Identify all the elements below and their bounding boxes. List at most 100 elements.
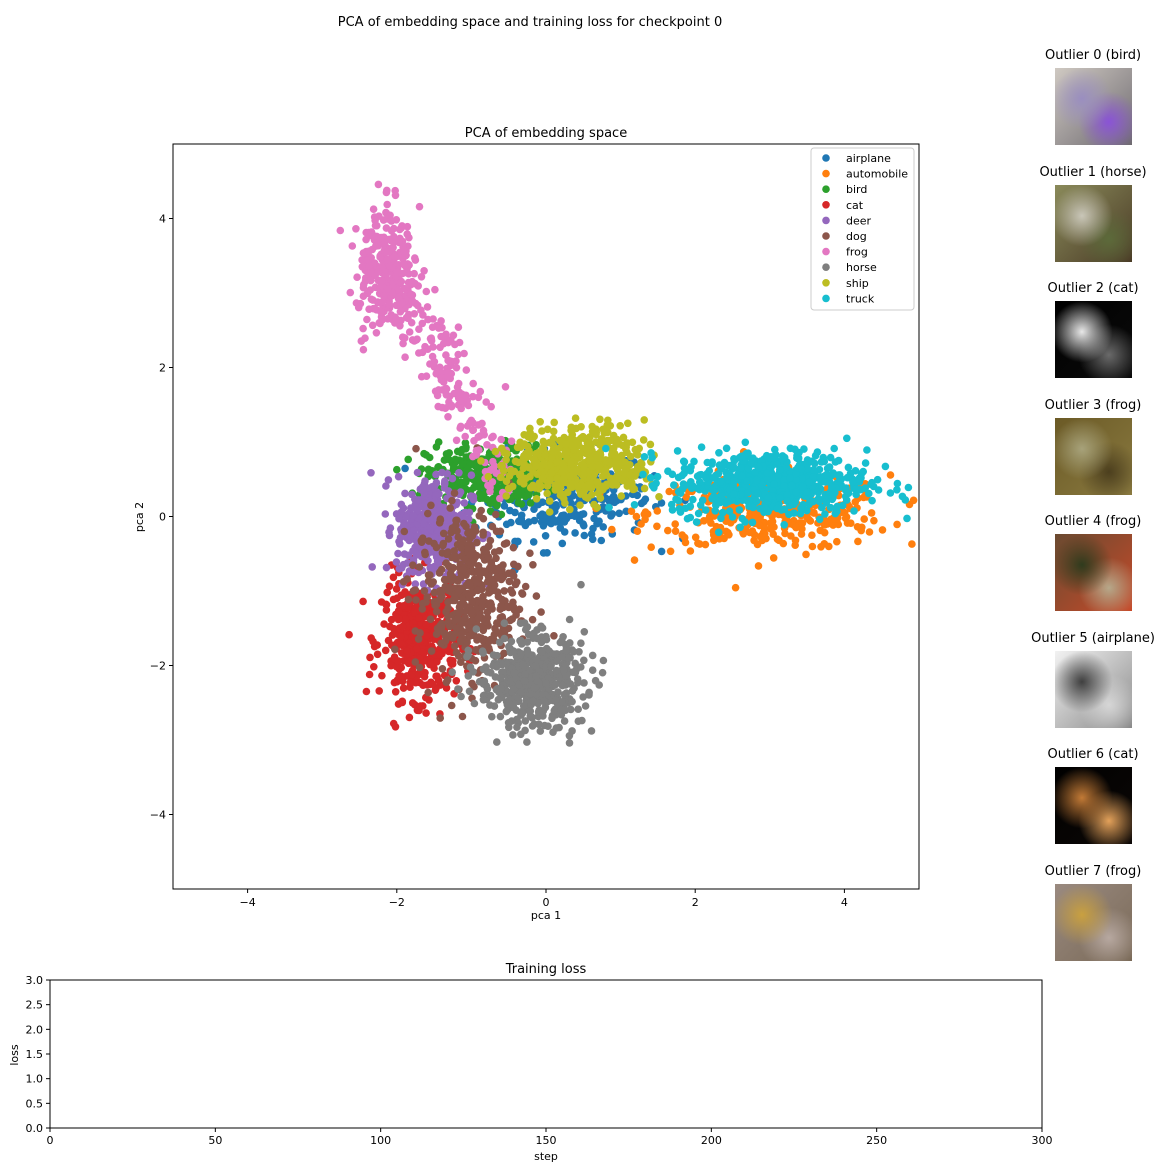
point-horse [558,698,566,706]
point-airplane [579,510,588,518]
point-dog [421,548,429,557]
legend-marker [822,216,830,225]
point-horse [515,680,523,689]
point-truck [790,509,798,517]
point-automobile [854,537,862,546]
point-frog [434,324,443,332]
outlier-thumbnail [1055,417,1132,495]
point-ship [497,473,505,482]
point-truck [802,488,811,497]
point-airplane [529,538,538,546]
point-automobile [825,542,833,551]
point-automobile [810,508,818,517]
point-dog [427,580,436,588]
point-dog [427,647,436,655]
point-automobile [755,521,764,530]
point-automobile [641,508,650,516]
point-horse [540,697,548,705]
point-horse [568,697,576,706]
point-dog [457,573,465,582]
point-cat [399,684,408,692]
point-frog [396,225,404,234]
point-frog [365,247,373,255]
point-frog [455,338,464,347]
x-tick-label: −4 [239,896,255,909]
legend-item-airplane: airplane [822,152,891,165]
point-automobile [725,531,733,539]
point-truck [697,443,706,452]
point-ship [639,436,648,444]
point-dog [415,663,424,672]
point-dog [518,589,526,597]
point-truck [773,460,781,469]
point-dog [457,544,465,552]
point-airplane [571,529,579,537]
point-frog [405,328,414,336]
point-ship [576,501,584,510]
point-airplane [507,518,515,527]
point-dog [472,646,480,654]
point-ship [516,471,524,480]
point-frog [358,256,366,264]
point-dog [529,561,537,569]
point-dog [431,601,439,609]
point-cat [382,600,390,609]
point-bird [532,441,540,449]
point-ship [612,481,621,489]
point-horse [448,668,457,676]
point-automobile [653,522,661,531]
point-frog [476,387,485,396]
point-frog [427,334,436,343]
point-frog [374,241,383,250]
point-truck [770,454,778,462]
point-frog [393,285,402,294]
point-truck [741,518,749,526]
point-dog [452,624,461,632]
point-frog [454,350,463,359]
point-horse [457,692,465,701]
point-frog [383,200,392,209]
point-dog [411,586,420,594]
point-ship [543,489,551,498]
point-automobile [671,527,680,535]
x-tick-label: 0 [543,896,550,909]
point-horse [532,672,541,680]
point-bird [462,478,470,486]
point-truck [809,466,818,474]
point-airplane [517,511,526,520]
point-bird [458,460,467,468]
point-truck [737,452,746,461]
point-dog [478,603,486,611]
point-ship [553,458,561,466]
point-deer [413,520,422,528]
point-dog [468,597,477,605]
point-ship [571,414,580,423]
point-deer [413,468,422,477]
point-ship [561,499,569,507]
point-horse [579,693,587,701]
point-automobile [865,528,874,536]
point-deer [405,567,414,575]
point-horse [533,634,541,643]
point-truck [764,494,773,502]
point-ship [655,493,663,501]
point-frog [391,191,400,200]
point-ship [586,439,594,448]
point-truck [811,451,820,460]
point-truck [792,488,800,497]
point-frog [496,494,504,503]
loss-x-tick-label: 50 [208,1134,222,1147]
point-dog [532,592,541,600]
point-dog [515,605,524,614]
point-deer [381,510,390,518]
point-truck [821,510,829,518]
point-horse [486,701,494,709]
point-ship [503,450,511,458]
point-deer [448,474,457,483]
point-automobile [756,532,765,541]
point-horse [508,700,517,709]
point-ship [549,445,558,454]
loss-y-tick-label: 0.0 [26,1122,44,1135]
legend-item-cat: cat [822,199,864,212]
point-frog [408,297,417,305]
